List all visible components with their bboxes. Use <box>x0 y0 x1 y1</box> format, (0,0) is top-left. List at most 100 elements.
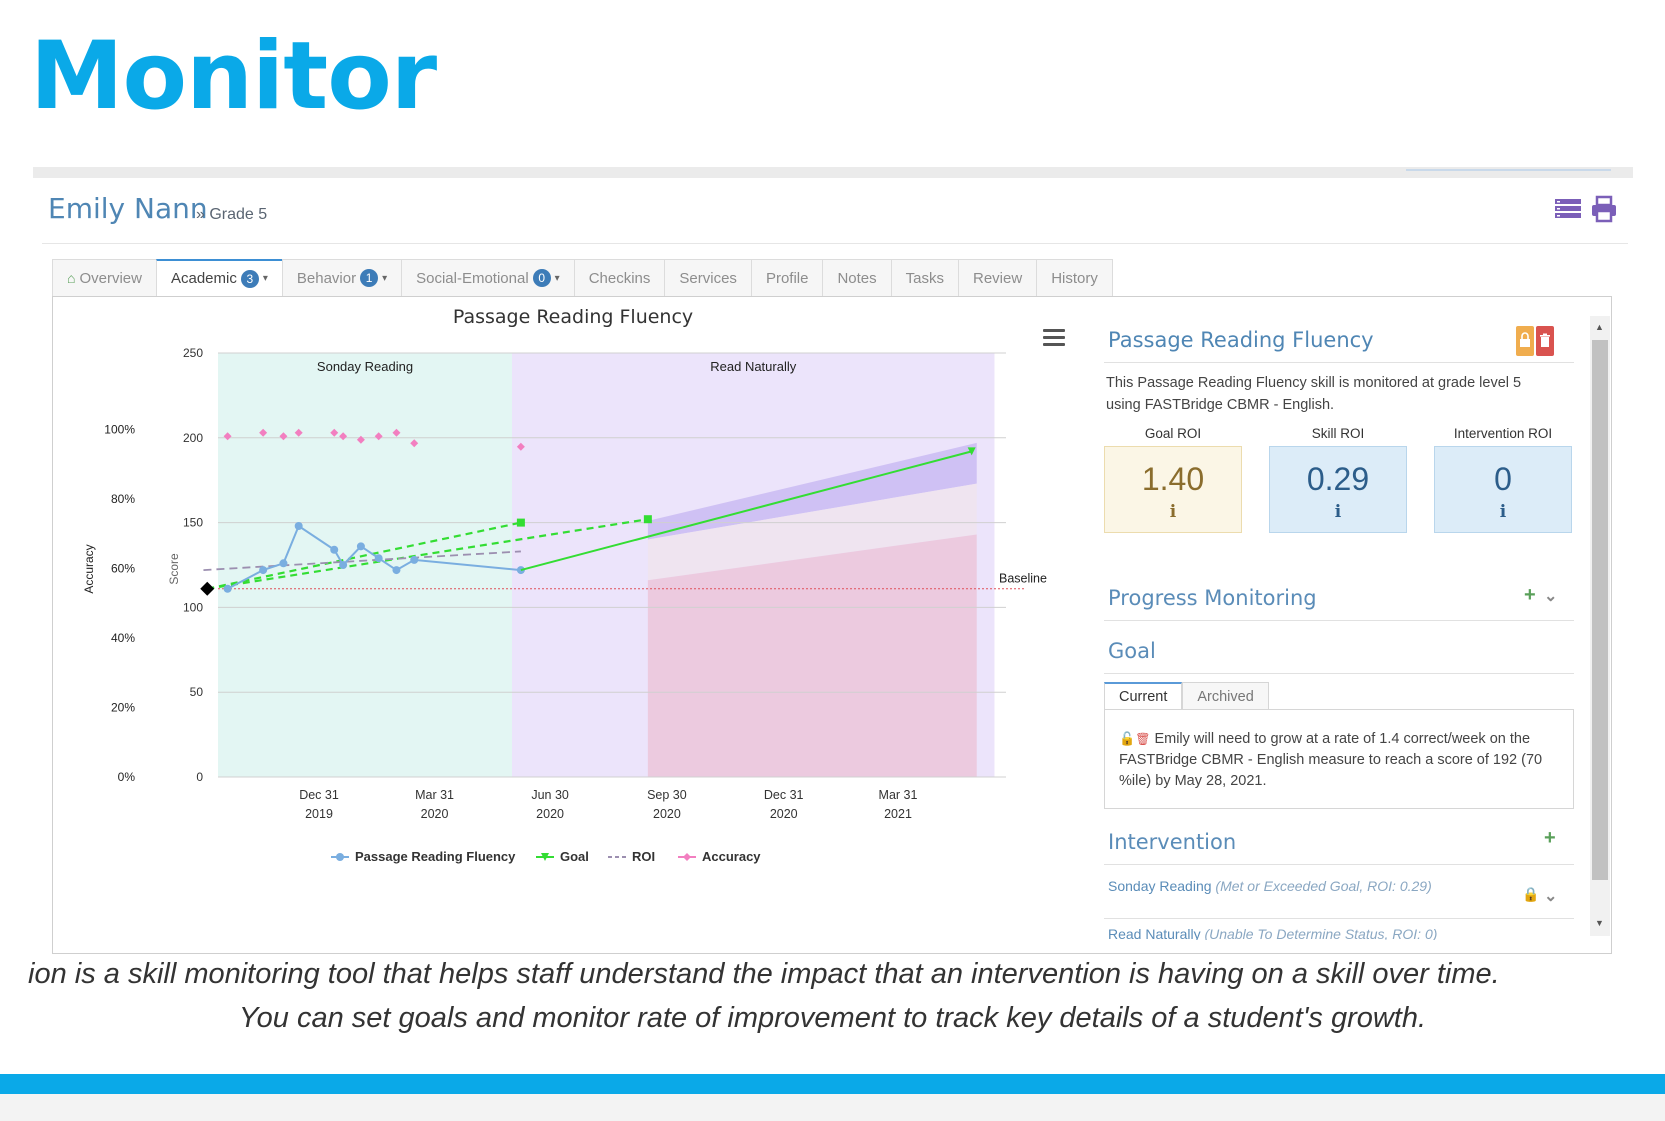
divider <box>1104 362 1574 363</box>
tab-social-emotional[interactable]: Social-Emotional 0 ▾ <box>401 259 574 297</box>
accuracy-tick-label: 0% <box>118 770 136 784</box>
scrollbar[interactable]: ▲ ▼ <box>1590 316 1610 936</box>
intervention-name: Sonday Reading <box>1108 878 1212 894</box>
tab-archived[interactable]: Archived <box>1182 682 1269 710</box>
chevron-down-icon[interactable]: ▾ <box>554 272 560 284</box>
accuracy-tick-label: 80% <box>111 492 135 506</box>
caption-line-2: You can set goals and monitor rate of im… <box>238 1002 1427 1034</box>
intervention-name: Read Naturally <box>1108 926 1201 940</box>
x-tick-year: 2020 <box>536 807 564 821</box>
goal-unlock-icon[interactable]: 🔓 <box>1119 731 1136 746</box>
tab-profile[interactable]: Profile <box>750 259 823 297</box>
legend-label[interactable]: Goal <box>560 849 589 864</box>
goal-point <box>967 447 976 456</box>
y-tick-label: 100 <box>183 600 203 614</box>
legend-label[interactable]: ROI <box>632 849 655 864</box>
chart-menu-icon[interactable] <box>1043 329 1065 347</box>
goal-line <box>520 450 972 572</box>
chevron-down-icon[interactable]: ⌄ <box>1544 588 1558 605</box>
count-badge: 3 <box>240 269 259 288</box>
tab-label: Checkins <box>588 269 651 287</box>
fluency-point <box>279 559 288 568</box>
tab-services[interactable]: Services <box>664 259 751 297</box>
skill-roi-box[interactable]: 0.29 i <box>1269 446 1407 533</box>
chevron-down-icon[interactable]: ⌄ <box>1544 888 1558 905</box>
scroll-down-icon[interactable]: ▼ <box>1595 918 1604 928</box>
skill-roi-value: 0.29 <box>1306 461 1370 497</box>
student-name: Emily Nann <box>48 192 208 225</box>
tab-current[interactable]: Current <box>1104 682 1183 710</box>
tab-label: History <box>1051 269 1098 287</box>
scrollbar-thumb[interactable] <box>1592 340 1608 880</box>
list-view-icon[interactable] <box>1554 195 1582 223</box>
tab-tasks[interactable]: Tasks <box>890 259 958 297</box>
goal-roi-label: Goal ROI <box>1144 426 1202 441</box>
progress-monitoring-heading[interactable]: Progress Monitoring <box>1108 586 1317 610</box>
skill-roi-label: Skill ROI <box>1311 426 1365 441</box>
goal-heading[interactable]: Goal <box>1108 639 1156 663</box>
tab-academic[interactable]: Academic 3 ▾ <box>155 259 282 297</box>
tab-history[interactable]: History <box>1036 259 1113 297</box>
tab-checkins[interactable]: Checkins <box>573 259 665 297</box>
legend-label[interactable]: Accuracy <box>702 849 761 864</box>
accuracy-tick-label: 40% <box>111 631 135 645</box>
fluency-point <box>410 555 419 564</box>
fluency-point <box>392 566 401 575</box>
chevron-down-icon[interactable]: ▾ <box>262 273 268 284</box>
top-strip-widget <box>1406 169 1611 171</box>
tab-notes[interactable]: Notes <box>822 259 891 297</box>
accuracy-point <box>516 442 525 451</box>
info-icon[interactable]: i <box>1169 502 1177 522</box>
x-tick-label: Mar 31 <box>415 788 454 802</box>
goal-roi-value: 1.40 <box>1141 461 1205 497</box>
x-tick-label: Dec 31 <box>764 788 804 802</box>
legend-marker <box>336 853 344 861</box>
info-icon[interactable]: i <box>1499 502 1507 522</box>
band-label: Sonday Reading <box>317 359 413 374</box>
intervention-item[interactable]: Sonday Reading (Met or Exceeded Goal, RO… <box>1108 878 1432 894</box>
intervention-roi-box[interactable]: 0 i <box>1434 446 1572 533</box>
x-tick-year: 2020 <box>421 807 449 821</box>
goal-projection-point <box>516 518 525 527</box>
accuracy-point <box>356 435 365 444</box>
goal-projection-point <box>643 515 652 524</box>
count-badge: 1 <box>360 269 379 287</box>
y-tick-label: 250 <box>183 346 203 360</box>
scroll-up-icon[interactable]: ▲ <box>1595 322 1604 332</box>
chart-title: Passage Reading Fluency <box>453 306 693 328</box>
intervention-heading[interactable]: Intervention <box>1108 830 1237 854</box>
tab-label: Behavior <box>296 269 357 287</box>
lock-icon[interactable]: 🔒 <box>1522 886 1540 902</box>
tab-label: Profile <box>765 269 809 287</box>
accuracy-point <box>374 432 383 441</box>
delete-icon[interactable] <box>1536 326 1554 356</box>
legend-marker <box>541 853 549 861</box>
tab-label: Academic <box>170 270 237 287</box>
add-intervention-icon[interactable]: + <box>1544 827 1556 849</box>
intervention-status: (Unable To Determine Status, ROI: 0) <box>1204 926 1438 940</box>
chevron-down-icon[interactable]: ▾ <box>382 272 388 284</box>
accuracy-point <box>339 432 348 441</box>
x-tick-label: Dec 31 <box>299 788 339 802</box>
tab-label: Notes <box>837 269 877 287</box>
goal-roi-box[interactable]: 1.40 i <box>1104 446 1242 533</box>
tab-review[interactable]: Review <box>958 259 1037 297</box>
intervention-roi-value: 0 <box>1494 461 1512 497</box>
intervention-item[interactable]: Read Naturally (Unable To Determine Stat… <box>1108 926 1437 940</box>
add-icon[interactable]: + <box>1524 584 1536 606</box>
band-label: Read Naturally <box>710 359 796 374</box>
progress-chart: Sonday Reading Read Naturally 0 50 100 150 200… <box>82 306 1047 864</box>
info-icon[interactable]: i <box>1334 502 1342 522</box>
count-badge: 0 <box>532 269 551 287</box>
score-axis-title: Score <box>167 553 181 585</box>
tab-behavior[interactable]: Behavior 1 ▾ <box>281 259 402 297</box>
student-grade: » Grade 5 <box>196 206 268 223</box>
page-title: Monitor <box>30 22 437 131</box>
print-icon[interactable] <box>1590 195 1618 223</box>
goal-delete-icon[interactable]: 🗑 <box>1135 732 1151 746</box>
tab-overview[interactable]: ⌂ Overview <box>52 259 156 297</box>
legend-label[interactable]: Passage Reading Fluency <box>355 849 516 864</box>
lock-icon[interactable] <box>1516 326 1534 356</box>
baseline-label: Baseline <box>999 572 1047 586</box>
accuracy-point <box>279 432 288 441</box>
